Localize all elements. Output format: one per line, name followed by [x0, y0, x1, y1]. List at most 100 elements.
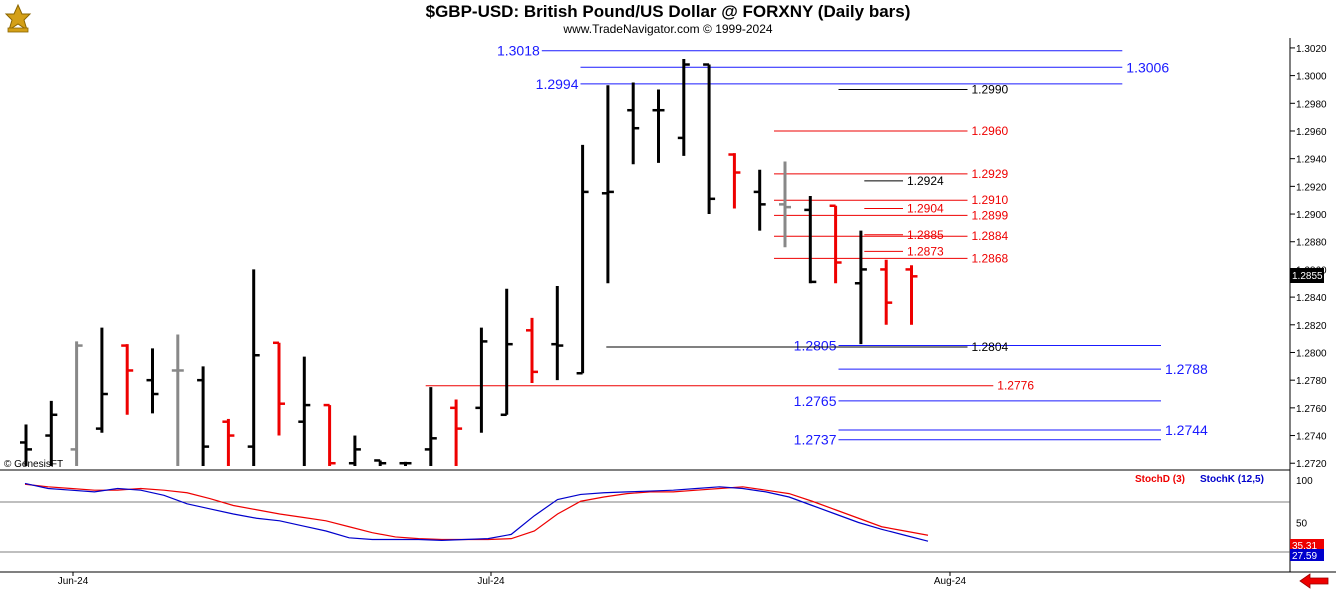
ohlc-bar [197, 366, 210, 466]
ohlc-bar [601, 85, 614, 284]
price-tick-label: 1.2940 [1296, 155, 1327, 166]
last-price-label: 1.2855 [1292, 271, 1323, 282]
chart-subtitle: www.TradeNavigator.com © 1999-2024 [563, 22, 773, 36]
level-label: 1.2737 [794, 432, 837, 448]
ohlc-bar [450, 399, 463, 466]
ohlc-bar [171, 334, 184, 466]
level-label: 1.2868 [972, 251, 1009, 265]
price-tick-label: 1.3020 [1296, 44, 1327, 55]
price-tick-label: 1.2840 [1296, 293, 1327, 304]
ohlc-bar [95, 327, 108, 433]
ohlc-bar [753, 169, 766, 231]
level-label: 1.2990 [972, 82, 1009, 96]
ohlc-bar [779, 161, 791, 248]
ohlc-bar [728, 153, 741, 209]
price-tick-label: 1.2780 [1296, 376, 1327, 387]
level-label: 1.2929 [972, 167, 1009, 181]
ohlc-bar [222, 418, 235, 466]
support-resistance-levels: 1.3018 1.3006 1.2994 1.2990 1.2960 1.2929 1.29… [425, 43, 1208, 448]
ohlc-bar [374, 459, 387, 466]
ohlc-bar [298, 356, 311, 466]
chart-title: $GBP-USD: British Pound/US Dollar @ FORX… [425, 2, 911, 21]
price-tick-label: 1.2720 [1296, 459, 1327, 470]
ohlc-bar [475, 327, 488, 433]
date-tick-label: Aug-24 [934, 576, 967, 587]
ohlc-bar [905, 265, 918, 325]
ohlc-bar [146, 348, 159, 414]
stoch-tick-label: 100 [1296, 476, 1313, 487]
price-tick-label: 1.2920 [1296, 182, 1327, 193]
price-tick-label: 1.2760 [1296, 404, 1327, 415]
price-tick-label: 1.2820 [1296, 321, 1327, 332]
chart-header: $GBP-USD: British Pound/US Dollar @ FORX… [0, 0, 1336, 38]
level-label: 1.2873 [907, 244, 944, 258]
date-axis: Jun-24 Jul-24 Aug-24 [58, 572, 967, 587]
ohlc-bar [854, 230, 867, 345]
copyright-label: © GenesisFT [4, 459, 63, 470]
ohlc-bar [45, 400, 58, 466]
ohlc-bar [652, 89, 665, 163]
level-label: 1.2788 [1165, 361, 1208, 377]
date-tick-label: Jul-24 [477, 576, 505, 587]
level-label: 1.2924 [907, 174, 944, 188]
date-tick-label: Jun-24 [58, 576, 89, 587]
price-tick-label: 1.2900 [1296, 210, 1327, 221]
level-label: 1.2776 [997, 379, 1034, 393]
level-label: 1.3006 [1126, 59, 1169, 75]
level-label: 1.2805 [794, 338, 837, 354]
ohlc-bar [424, 387, 437, 466]
price-tick-label: 1.2880 [1296, 238, 1327, 249]
stochk-line [24, 482, 929, 542]
scroll-back-arrow-icon[interactable] [1299, 573, 1329, 589]
price-panel [0, 38, 1290, 470]
ohlc-bar [20, 424, 32, 466]
price-tick-label: 1.2740 [1296, 432, 1327, 443]
level-label: 1.2804 [972, 340, 1009, 354]
stoch-last-label: 27.59 [1292, 551, 1317, 562]
ohlc-bar [247, 269, 260, 466]
stoch-last-badge [1290, 549, 1324, 561]
level-label: 1.2910 [972, 193, 1009, 207]
level-label: 1.2765 [794, 393, 837, 409]
level-label: 1.2904 [907, 202, 944, 216]
price-tick-label: 1.2980 [1296, 99, 1327, 110]
stoch-last-badge [1290, 539, 1324, 551]
stoch-last-label: 35.31 [1292, 541, 1317, 552]
level-label: 1.2994 [536, 76, 579, 92]
ohlc-bar [703, 63, 716, 215]
ohlc-bar [627, 82, 640, 165]
ohlc-bar [880, 259, 893, 325]
ohlc-bar [323, 403, 336, 466]
ohlc-bar [348, 435, 361, 466]
level-label: 1.2899 [972, 208, 1009, 222]
price-axis: 1.3020 1.3000 1.2980 1.2960 1.2940 1.2920 1.29… [1290, 44, 1327, 470]
ohlc-bar [829, 204, 842, 284]
ohlc-bar [273, 341, 285, 436]
level-label: 1.2744 [1165, 422, 1208, 438]
ohlc-bar [677, 58, 690, 156]
ohlc-bar [121, 344, 134, 415]
ohlc-bars [20, 58, 918, 466]
stochd-legend: StochD (3) [1135, 474, 1185, 485]
level-label: 1.3018 [497, 43, 540, 59]
stochd-line [24, 483, 929, 541]
last-price-badge [1290, 268, 1324, 283]
ohlc-bar [551, 286, 564, 381]
ohlc-bar [576, 144, 589, 375]
level-label: 1.2884 [972, 229, 1009, 243]
ohlc-bar [526, 317, 538, 383]
level-label: 1.2960 [972, 124, 1009, 138]
stoch-tick-label: 50 [1296, 519, 1308, 530]
ohlc-bar [500, 288, 513, 417]
ohlc-bar [399, 461, 412, 466]
ohlc-bar [804, 196, 817, 284]
price-tick-label: 1.3000 [1296, 72, 1327, 83]
price-tick-label: 1.2960 [1296, 127, 1327, 138]
ohlc-bar [70, 341, 83, 466]
price-tick-label: 1.2800 [1296, 348, 1327, 359]
stochk-legend: StochK (12,5) [1200, 474, 1264, 485]
trade-navigator-logo-icon [4, 3, 32, 33]
level-label: 1.2885 [907, 228, 944, 242]
